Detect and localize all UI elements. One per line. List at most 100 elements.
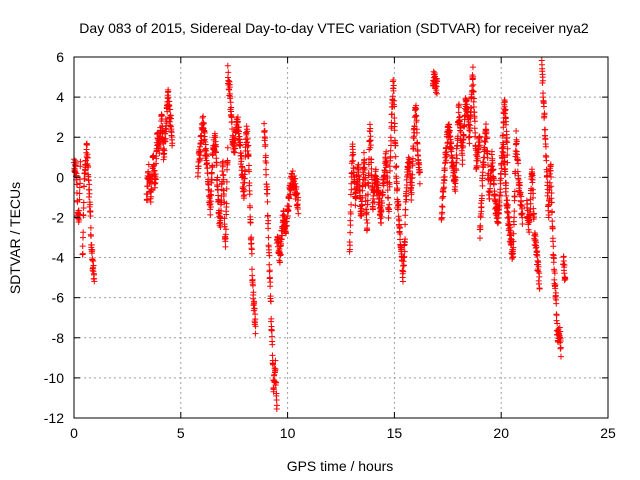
data-point: [80, 212, 87, 219]
data-point: [348, 201, 355, 208]
data-point: [511, 188, 518, 195]
data-point: [245, 153, 252, 160]
data-point: [548, 189, 555, 196]
data-point: [209, 164, 216, 171]
data-point: [454, 155, 461, 162]
data-point: [387, 167, 394, 174]
data-point: [468, 105, 475, 112]
data-point: [531, 214, 538, 221]
data-point: [245, 162, 252, 169]
data-point: [443, 151, 450, 158]
data-point: [364, 219, 371, 226]
data-point: [470, 104, 477, 111]
data-point: [549, 208, 556, 215]
data-point: [261, 127, 268, 134]
data-point: [349, 141, 356, 148]
data-point: [90, 262, 97, 269]
data-point: [483, 129, 490, 136]
data-point: [348, 186, 355, 193]
data-point: [484, 162, 491, 169]
data-point: [225, 78, 232, 85]
data-point: [560, 257, 567, 264]
data-point: [88, 242, 95, 249]
data-point: [472, 129, 479, 136]
data-point: [145, 168, 152, 175]
axis-ticks: 0 5 10 15 20 25 -12 -10 -8 -6 -4 -2 0 2 4 6: [44, 49, 616, 441]
x-tick-label: 15: [387, 425, 403, 441]
data-point: [434, 78, 441, 85]
data-point: [367, 125, 374, 132]
data-point: [145, 161, 152, 168]
data-point: [384, 187, 391, 194]
data-point: [207, 211, 214, 218]
data-point: [348, 180, 355, 187]
data-point: [433, 90, 440, 97]
data-point: [411, 135, 418, 142]
data-point: [386, 183, 393, 190]
data-point: [443, 145, 450, 152]
data-point: [551, 270, 558, 277]
data-point: [378, 213, 385, 220]
data-point: [359, 194, 366, 201]
data-point: [361, 159, 368, 166]
data-point: [204, 160, 211, 167]
data-point: [500, 143, 507, 150]
data-point: [452, 188, 459, 195]
data-points: [71, 57, 569, 413]
data-point: [86, 190, 93, 197]
data-point: [87, 213, 94, 220]
data-point: [73, 189, 80, 196]
data-point: [552, 281, 559, 288]
data-point: [393, 163, 400, 170]
data-point: [487, 180, 494, 187]
data-point: [246, 179, 253, 186]
data-point: [165, 88, 172, 95]
data-point: [510, 230, 517, 237]
data-point: [385, 195, 392, 202]
data-point: [470, 81, 477, 88]
data-point: [222, 231, 229, 238]
data-point: [360, 171, 367, 178]
data-point: [513, 138, 520, 145]
data-point: [295, 210, 302, 217]
data-point: [389, 93, 396, 100]
data-point: [227, 99, 234, 106]
data-point: [364, 197, 371, 204]
data-point: [198, 132, 205, 139]
data-point: [265, 217, 272, 224]
data-point: [250, 289, 257, 296]
data-point: [147, 198, 154, 205]
data-point: [169, 140, 176, 147]
data-point: [453, 167, 460, 174]
data-point: [232, 145, 239, 152]
data-point: [273, 390, 280, 397]
data-point: [80, 234, 87, 241]
data-point: [408, 196, 415, 203]
data-point: [557, 328, 564, 335]
data-point: [295, 194, 302, 201]
data-point: [412, 112, 419, 119]
data-point: [148, 186, 155, 193]
data-point: [504, 145, 511, 152]
y-tick-label: 2: [56, 129, 64, 145]
data-point: [489, 159, 496, 166]
data-point: [460, 132, 467, 138]
data-point: [237, 142, 244, 149]
data-point: [272, 357, 279, 364]
data-point: [375, 184, 382, 191]
data-point: [511, 193, 518, 200]
data-point: [526, 229, 533, 236]
data-point: [162, 135, 169, 142]
data-point: [540, 103, 547, 110]
data-point: [87, 224, 94, 231]
x-axis-label: GPS time / hours: [287, 458, 394, 474]
data-point: [244, 135, 251, 142]
data-point: [84, 154, 91, 161]
data-point: [147, 178, 154, 185]
data-point: [549, 225, 556, 232]
data-point: [510, 238, 517, 245]
data-point: [397, 236, 404, 243]
data-point: [264, 198, 271, 205]
data-point: [89, 246, 96, 253]
